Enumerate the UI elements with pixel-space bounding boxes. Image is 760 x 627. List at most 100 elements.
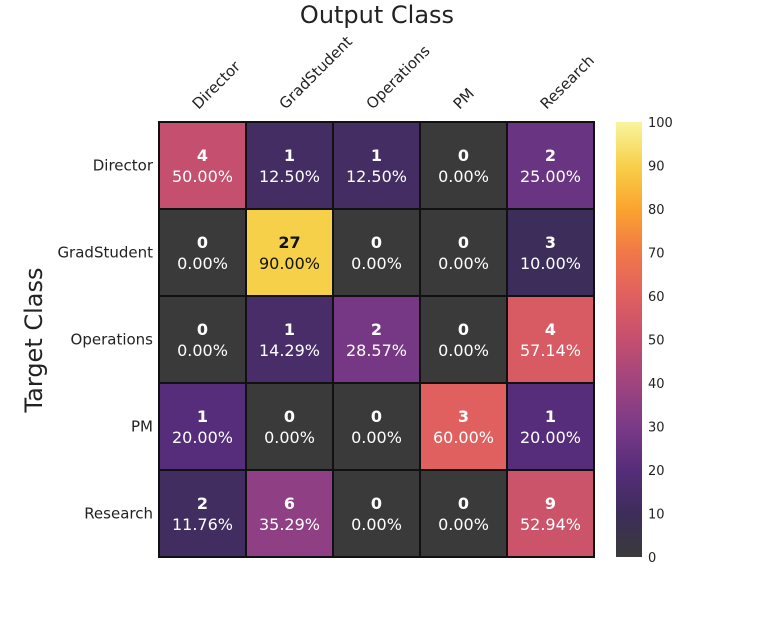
cell-percent-label: 11.76% <box>172 515 233 534</box>
heatmap-cell <box>332 469 421 558</box>
heatmap-cell <box>332 208 421 297</box>
heatmap-cell <box>419 382 508 471</box>
heatmap-cell <box>332 382 421 471</box>
y-tick-label: Director <box>93 157 154 175</box>
cell-count-label: 0 <box>458 146 469 165</box>
cell-percent-label: 0.00% <box>351 254 402 273</box>
cell-percent-label: 57.14% <box>520 341 581 360</box>
heatmap-cell <box>419 121 508 210</box>
cell-percent-label: 0.00% <box>177 254 228 273</box>
colorbar-tick-label: 90 <box>648 160 665 175</box>
cell-percent-label: 60.00% <box>433 428 494 447</box>
cell-percent-label: 12.50% <box>346 167 407 186</box>
cell-percent-label: 0.00% <box>351 515 402 534</box>
colorbar-tick-label: 30 <box>648 421 665 436</box>
cell-count-label: 0 <box>458 233 469 252</box>
heatmap-cell <box>506 469 595 558</box>
cell-percent-label: 10.00% <box>520 254 581 273</box>
colorbar-tick-label: 60 <box>648 290 665 305</box>
cell-percent-label: 25.00% <box>520 167 581 186</box>
cell-count-label: 2 <box>371 320 382 339</box>
cell-percent-label: 12.50% <box>259 167 320 186</box>
heatmap-cell <box>245 382 334 471</box>
heatmap-cell <box>245 469 334 558</box>
cell-percent-label: 0.00% <box>264 428 315 447</box>
y-tick-labels: Director GradStudent Operations PM Research <box>57 157 153 523</box>
cell-percent-label: 50.00% <box>172 167 233 186</box>
heatmap-cell <box>506 382 595 471</box>
cell-percent-label: 52.94% <box>520 515 581 534</box>
heatmap-cell <box>332 295 421 384</box>
colorbar-tick-label: 100 <box>648 116 673 131</box>
y-axis-label: Target Class <box>20 267 48 413</box>
x-tick-labels: Director GradStudent Operations PM Research <box>189 32 598 112</box>
colorbar: 0 10 20 30 40 50 60 70 80 90 100 <box>616 116 673 566</box>
x-tick-label: GradStudent <box>276 32 356 112</box>
cell-percent-label: 35.29% <box>259 515 320 534</box>
heatmap-cell <box>245 295 334 384</box>
heatmap-cell <box>506 121 595 210</box>
colorbar-tick-label: 50 <box>648 334 665 349</box>
cell-percent-label: 90.00% <box>259 254 320 273</box>
heatmap-cell <box>245 121 334 210</box>
cell-count-label: 1 <box>284 320 295 339</box>
heatmap-cell <box>245 208 334 297</box>
cell-count-label: 2 <box>545 146 556 165</box>
heatmap-cell <box>419 469 508 558</box>
cell-percent-label: 0.00% <box>438 341 489 360</box>
cell-percent-label: 14.29% <box>259 341 320 360</box>
cell-percent-label: 0.00% <box>177 341 228 360</box>
colorbar-tick-label: 10 <box>648 508 665 523</box>
cell-percent-label: 0.00% <box>438 254 489 273</box>
colorbar-tick-label: 70 <box>648 247 665 262</box>
cell-count-label: 0 <box>284 407 295 426</box>
colorbar-tick-label: 20 <box>648 464 665 479</box>
cell-count-label: 0 <box>458 320 469 339</box>
colorbar-tick-label: 0 <box>648 551 656 566</box>
heatmap-cell <box>158 208 247 297</box>
cell-count-label: 2 <box>197 494 208 513</box>
cell-count-label: 0 <box>371 233 382 252</box>
cell-count-label: 6 <box>284 494 295 513</box>
cell-percent-label: 0.00% <box>438 167 489 186</box>
heatmap-cell <box>158 382 247 471</box>
cell-percent-label: 0.00% <box>351 428 402 447</box>
x-tick-label: Director <box>189 57 245 113</box>
heatmap-cell <box>332 121 421 210</box>
heatmap-cell <box>158 121 247 210</box>
y-tick-label: Operations <box>71 331 154 349</box>
colorbar-tick-label: 80 <box>648 203 665 218</box>
cell-count-label: 4 <box>197 146 208 165</box>
cell-count-label: 0 <box>197 233 208 252</box>
cell-count-label: 27 <box>278 233 300 252</box>
x-tick-label: Operations <box>363 42 434 113</box>
cell-percent-label: 28.57% <box>346 341 407 360</box>
heatmap-cell <box>419 295 508 384</box>
heatmap-cell <box>506 295 595 384</box>
chart-title: Output Class <box>300 1 454 29</box>
y-tick-label: PM <box>131 418 153 436</box>
cell-percent-label: 0.00% <box>438 515 489 534</box>
cell-count-label: 0 <box>371 494 382 513</box>
cell-count-label: 4 <box>545 320 556 339</box>
cell-percent-label: 20.00% <box>520 428 581 447</box>
cell-count-label: 1 <box>284 146 295 165</box>
cell-count-label: 1 <box>545 407 556 426</box>
cell-count-label: 3 <box>458 407 469 426</box>
cell-count-label: 3 <box>545 233 556 252</box>
cell-count-label: 0 <box>197 320 208 339</box>
heatmap-cell <box>419 208 508 297</box>
cell-count-label: 1 <box>197 407 208 426</box>
cell-count-label: 0 <box>371 407 382 426</box>
x-tick-label: Research <box>537 51 598 112</box>
colorbar-tick-label: 40 <box>648 377 665 392</box>
cell-count-label: 9 <box>545 494 556 513</box>
y-tick-label: GradStudent <box>57 244 153 262</box>
cell-count-label: 0 <box>458 494 469 513</box>
heatmap-cell <box>158 295 247 384</box>
x-tick-label: PM <box>450 85 478 113</box>
heatmap-cell <box>158 469 247 558</box>
heatmap-cell <box>506 208 595 297</box>
heatmap-cells: 4 50.00% 1 12.50% 1 12.50% 0 0.00% 2 25.00% 0 0.00%… <box>158 121 595 558</box>
